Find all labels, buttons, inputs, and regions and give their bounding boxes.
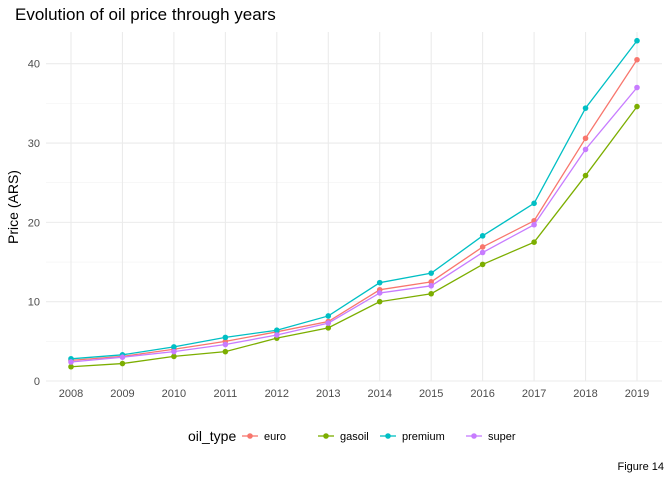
- data-point-super: [634, 84, 640, 91]
- y-axis-title: Price (ARS): [5, 170, 21, 244]
- y-tick-label: 30: [28, 138, 40, 150]
- figure-caption: Figure 14: [618, 461, 664, 473]
- data-point-premium: [376, 279, 383, 286]
- y-tick-label: 20: [28, 217, 40, 229]
- series-line-premium: [70, 40, 638, 360]
- data-point-super: [68, 359, 74, 365]
- data-point-premium: [171, 344, 177, 350]
- x-tick-label: 2015: [419, 388, 443, 400]
- legend-key-euro: [242, 433, 258, 439]
- series-premium: [68, 37, 640, 362]
- data-point-gasoil: [171, 353, 177, 360]
- data-point-gasoil: [479, 261, 486, 268]
- legend-label-super: super: [488, 431, 516, 443]
- data-point-euro: [634, 56, 640, 63]
- data-point-gasoil: [582, 172, 589, 179]
- data-point-super: [479, 249, 486, 256]
- series-super: [68, 84, 640, 365]
- x-tick-label: 2012: [265, 388, 289, 400]
- data-point-super: [325, 320, 332, 326]
- x-tick-label: 2008: [59, 388, 83, 400]
- data-point-super: [171, 348, 177, 355]
- data-point-premium: [582, 105, 589, 111]
- x-tick-label: 2018: [573, 388, 597, 400]
- legend-key-gasoil: [318, 433, 334, 439]
- legend-label-premium: premium: [402, 431, 445, 443]
- y-tick-label: 40: [28, 59, 40, 71]
- legend-key-point: [247, 433, 253, 439]
- data-point-premium: [531, 200, 537, 207]
- legend-label-euro: euro: [264, 431, 286, 443]
- data-point-gasoil: [68, 363, 74, 370]
- legend: oil_type euro gasoil premium super: [188, 428, 516, 444]
- data-point-super: [222, 341, 229, 348]
- data-point-super: [376, 290, 383, 296]
- data-point-gasoil: [119, 360, 126, 367]
- data-point-gasoil: [222, 348, 229, 355]
- data-point-premium: [274, 327, 280, 334]
- y-axis-ticks: 0 10 20 30 40: [28, 59, 40, 388]
- data-point-gasoil: [634, 103, 640, 110]
- x-tick-label: 2019: [625, 388, 649, 400]
- data-point-euro: [582, 135, 589, 142]
- data-point-premium: [325, 313, 332, 319]
- x-tick-label: 2009: [110, 388, 134, 400]
- series-group: [68, 37, 640, 370]
- legend-key-premium: [380, 433, 396, 439]
- legend-label-gasoil: gasoil: [340, 431, 369, 443]
- data-point-premium: [634, 37, 640, 44]
- x-tick-label: 2017: [522, 388, 546, 400]
- x-tick-label: 2016: [470, 388, 494, 400]
- data-point-gasoil: [428, 290, 434, 297]
- data-point-premium: [479, 233, 486, 239]
- data-point-super: [582, 146, 589, 153]
- data-point-super: [428, 283, 434, 289]
- series-line-gasoil: [70, 106, 638, 368]
- x-tick-label: 2011: [214, 388, 238, 400]
- legend-key-point: [471, 433, 477, 439]
- data-point-super: [119, 354, 126, 361]
- legend-title: oil_type: [188, 428, 236, 444]
- legend-key-point: [385, 433, 391, 439]
- x-tick-label: 2014: [367, 388, 391, 400]
- data-point-gasoil: [325, 325, 332, 331]
- data-point-premium: [222, 334, 229, 341]
- data-point-euro: [428, 279, 434, 285]
- series-euro: [68, 56, 640, 364]
- x-tick-label: 2013: [316, 388, 340, 400]
- data-point-gasoil: [376, 298, 383, 305]
- series-line-euro: [70, 59, 638, 362]
- data-point-gasoil: [531, 239, 537, 245]
- y-tick-label: 10: [28, 297, 40, 309]
- x-axis-ticks: 2008 2009 2010 2011 2012 2013 2014 2015 2016 2017…: [59, 388, 649, 400]
- x-tick-label: 2010: [162, 388, 186, 400]
- legend-key-super: [466, 433, 482, 439]
- chart-title: Evolution of oil price through years: [15, 5, 276, 24]
- data-point-super: [531, 221, 537, 228]
- series-gasoil: [68, 103, 640, 370]
- data-point-premium: [428, 270, 434, 276]
- data-point-super: [274, 332, 280, 338]
- data-point-euro: [479, 244, 486, 250]
- legend-key-point: [323, 433, 329, 439]
- grid: [46, 32, 662, 382]
- y-tick-label: 0: [34, 376, 40, 388]
- series-line-super: [70, 87, 638, 363]
